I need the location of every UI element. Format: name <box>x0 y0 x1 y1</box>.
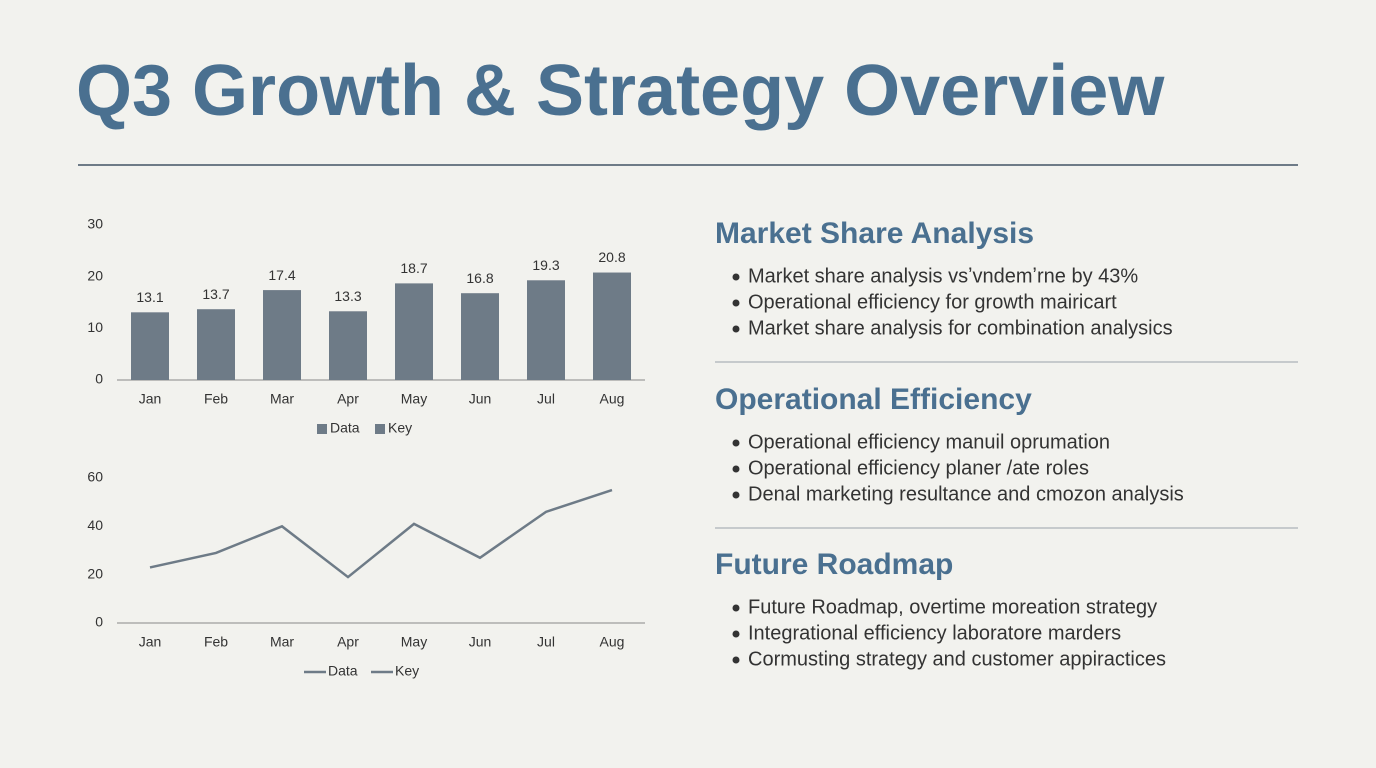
x-tick-label: Apr <box>337 391 359 407</box>
value-label: 19.3 <box>532 257 559 273</box>
legend-label: Data <box>330 420 360 436</box>
bar <box>197 309 235 380</box>
x-tick-label: May <box>401 391 427 407</box>
legend-label: Key <box>395 663 419 679</box>
value-label: 13.1 <box>136 289 163 305</box>
x-tick-label: Aug <box>600 391 625 407</box>
value-label: 17.4 <box>268 267 295 283</box>
section-heading: Market Share Analysis <box>715 217 1034 250</box>
y-tick-label: 20 <box>87 267 103 283</box>
bar <box>329 311 367 380</box>
x-tick-label: Mar <box>270 634 294 650</box>
bar <box>527 280 565 380</box>
value-label: 20.8 <box>598 249 625 265</box>
x-tick-label: Jan <box>139 634 162 650</box>
bullet-text: Operational efficiency planer /ate roles <box>748 457 1089 479</box>
bullet-text: Market share analysis for combination an… <box>748 317 1173 339</box>
bullet-dot <box>732 273 740 281</box>
section-heading: Future Roadmap <box>715 548 953 581</box>
legend-label: Key <box>388 420 412 436</box>
bar <box>395 283 433 380</box>
bar <box>131 312 169 380</box>
y-tick-label: 10 <box>87 319 103 335</box>
value-label: 18.7 <box>400 260 427 276</box>
bullet-text: Denal marketing resultance and cmozon an… <box>748 483 1184 505</box>
y-tick-label: 0 <box>95 614 103 630</box>
bullet-dot <box>732 630 740 638</box>
legend-label: Data <box>328 663 358 679</box>
bar <box>263 290 301 380</box>
bullet-dot <box>732 604 740 612</box>
y-tick-label: 40 <box>87 517 103 533</box>
bullet-dot <box>732 465 740 473</box>
slide-title: Q3 Growth & Strategy Overview <box>76 51 1165 131</box>
y-tick-label: 30 <box>87 216 103 232</box>
y-tick-label: 0 <box>95 371 103 387</box>
x-tick-label: Jun <box>469 391 492 407</box>
bullet-dot <box>732 439 740 447</box>
x-tick-label: Mar <box>270 391 294 407</box>
bullet-text: Operational efficiency for growth mairic… <box>748 291 1117 313</box>
x-tick-label: Jul <box>537 634 555 650</box>
value-label: 13.3 <box>334 288 361 304</box>
bullet-text: Integrational efficiency laboratore mard… <box>748 622 1121 644</box>
bullet-dot <box>732 491 740 499</box>
bullet-dot <box>732 656 740 664</box>
bullet-text: Market share analysis vsʼvndemʼrne by 43… <box>748 265 1138 287</box>
bullet-dot <box>732 325 740 333</box>
value-label: 13.7 <box>202 286 229 302</box>
x-tick-label: Aug <box>600 634 625 650</box>
y-tick-label: 20 <box>87 565 103 581</box>
x-tick-label: Apr <box>337 634 359 650</box>
line-series <box>149 488 613 579</box>
value-label: 16.8 <box>466 270 493 286</box>
x-tick-label: Jun <box>469 634 492 650</box>
y-tick-label: 60 <box>87 469 103 485</box>
section-heading: Operational Efficiency <box>715 383 1032 416</box>
bullet-text: Cormusting strategy and customer appirac… <box>748 648 1166 670</box>
x-tick-label: May <box>401 634 427 650</box>
x-tick-label: Feb <box>204 634 228 650</box>
legend-swatch <box>375 424 385 434</box>
x-tick-label: Jul <box>537 391 555 407</box>
x-tick-label: Jan <box>139 391 162 407</box>
bar <box>461 293 499 380</box>
bullet-dot <box>732 299 740 307</box>
bullet-text: Operational efficiency manuil oprumation <box>748 431 1110 453</box>
bar <box>593 272 631 380</box>
legend-swatch <box>317 424 327 434</box>
bullet-text: Future Roadmap, overtime moreation strat… <box>748 596 1157 618</box>
x-tick-label: Feb <box>204 391 228 407</box>
